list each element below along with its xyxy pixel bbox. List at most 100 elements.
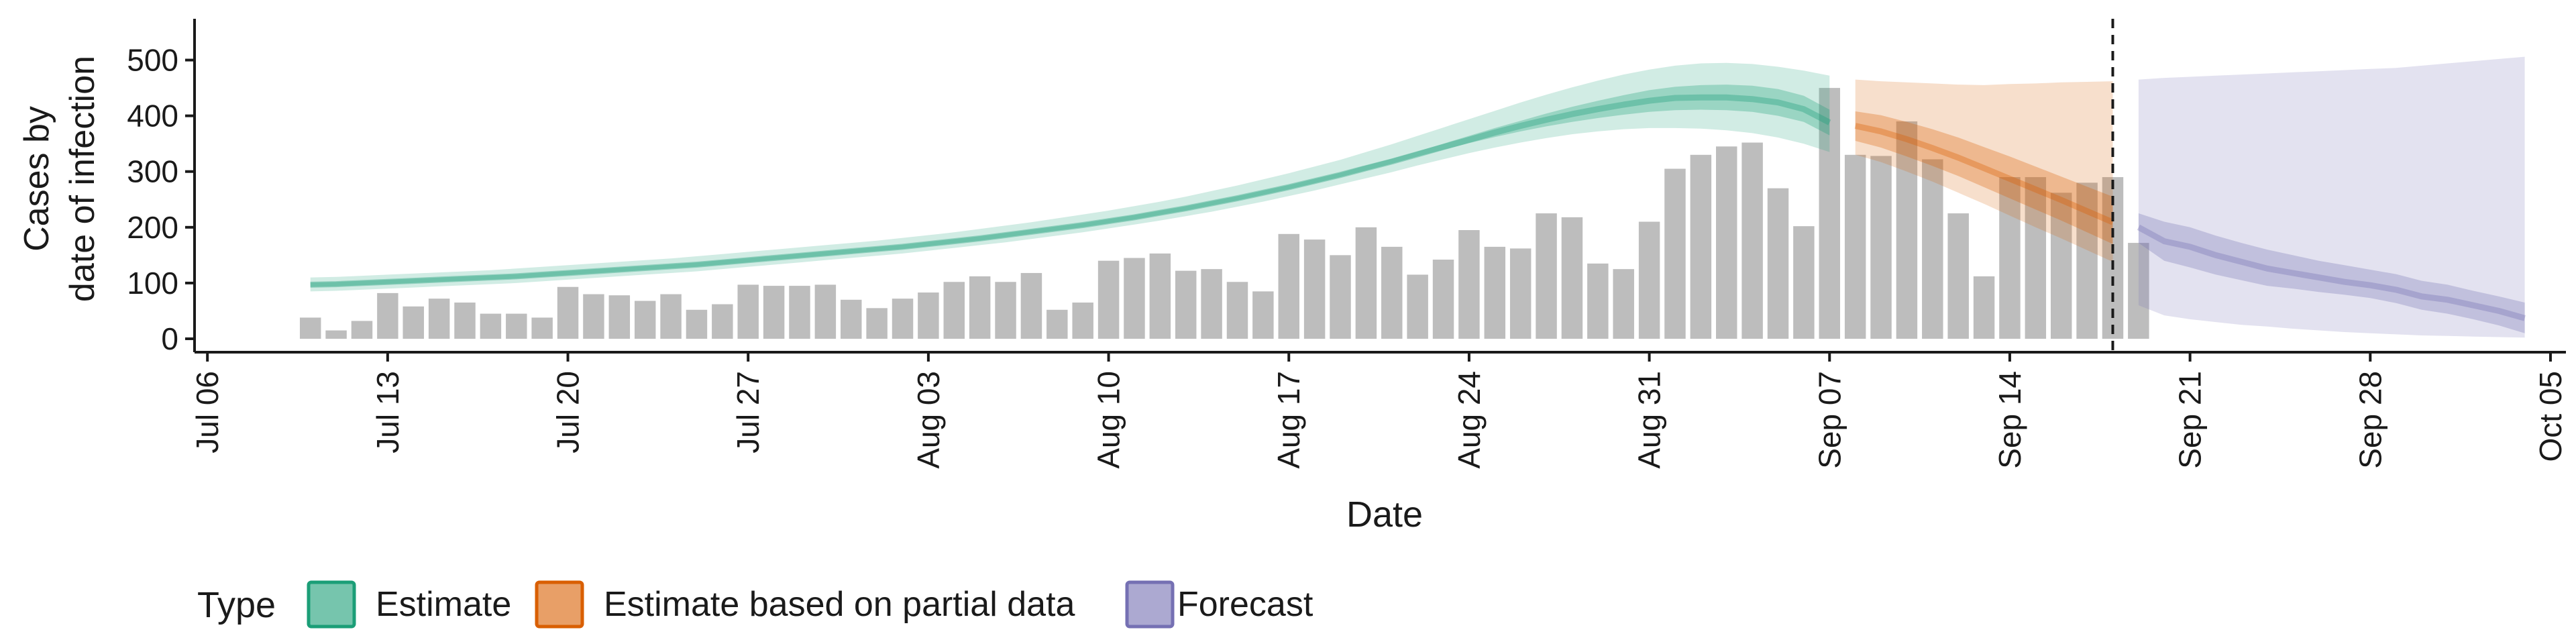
bar xyxy=(1175,270,1197,339)
x-tick-label: Aug 31 xyxy=(1632,371,1667,469)
bar xyxy=(2050,193,2072,339)
bar xyxy=(351,321,373,339)
bar xyxy=(1303,239,1326,339)
y-tick-label: 100 xyxy=(127,266,178,301)
estimate-based-on-partial-data-inner-band xyxy=(1855,111,2113,244)
forecast-outer-band xyxy=(2138,56,2525,338)
bar xyxy=(1613,269,1634,339)
bar xyxy=(1999,177,2021,339)
x-tick-label: Oct 05 xyxy=(2533,371,2568,462)
bar xyxy=(1870,156,1892,339)
forecast-median-line xyxy=(2137,224,2526,321)
y-tick-label: 0 xyxy=(161,321,178,356)
bar xyxy=(1638,221,1660,339)
bar xyxy=(1741,142,1763,339)
bar xyxy=(531,317,553,339)
bar xyxy=(892,299,914,339)
bar xyxy=(1278,233,1299,339)
legend-title: Type xyxy=(197,585,276,625)
bar xyxy=(454,302,476,339)
legend-label-estimate-based-on-partial-data: Estimate based on partial data xyxy=(604,585,1075,624)
bar xyxy=(1690,154,1712,339)
bar xyxy=(866,308,888,339)
bar xyxy=(1432,260,1454,339)
bar xyxy=(1922,159,1943,339)
bar xyxy=(763,286,785,339)
bar xyxy=(1844,154,1866,339)
bar xyxy=(789,286,810,339)
bar xyxy=(1020,272,1042,339)
x-tick-label: Sep 28 xyxy=(2353,371,2387,469)
estimate-based-on-partial-data-outer-band xyxy=(1855,79,2113,262)
x-tick-label: Aug 24 xyxy=(1452,371,1487,469)
lines-layer xyxy=(310,94,2526,321)
bar xyxy=(1330,255,1351,339)
bar xyxy=(608,295,631,339)
bar xyxy=(969,276,991,339)
x-tick-label: Sep 07 xyxy=(1812,371,1847,469)
estimate-median-line xyxy=(310,94,1831,288)
bar xyxy=(2076,182,2098,339)
x-tick-label: Jul 27 xyxy=(731,371,765,453)
bar xyxy=(660,294,682,339)
bar xyxy=(712,304,733,339)
bar xyxy=(506,313,527,339)
bar xyxy=(1509,248,1532,339)
y-tick-label: 500 xyxy=(127,43,178,78)
y-tick-label: 400 xyxy=(127,99,178,133)
bar xyxy=(1536,213,1557,339)
legend-label-forecast: Forecast xyxy=(1177,585,1313,624)
y-tick-label: 200 xyxy=(127,210,178,245)
y-axis: 0 100 200 300 400 500 xyxy=(127,19,196,356)
legend-swatch-estimate-based-on-partial-data xyxy=(535,580,584,629)
bar xyxy=(841,299,862,339)
y-tick-label: 300 xyxy=(127,154,178,189)
bar xyxy=(814,284,837,339)
bar xyxy=(995,282,1016,339)
x-tick-label: Sep 21 xyxy=(2173,371,2208,469)
estimate-based-on-partial-data-median-line xyxy=(1854,123,2114,225)
bar xyxy=(1226,282,1248,339)
bar xyxy=(1484,246,1506,339)
bar xyxy=(583,294,604,339)
bar xyxy=(1252,291,1274,339)
bar xyxy=(402,306,424,339)
bar xyxy=(428,299,450,339)
bar xyxy=(1947,213,1969,339)
bar xyxy=(1072,302,1093,339)
legend-swatch-forecast xyxy=(1125,580,1175,629)
estimate-inner-band xyxy=(310,85,1830,287)
x-tick-label: Sep 14 xyxy=(1992,371,2027,469)
bar xyxy=(634,301,656,339)
bar xyxy=(1458,229,1480,339)
bar xyxy=(1407,274,1428,339)
bar xyxy=(1355,227,1377,339)
forecast-inner-band xyxy=(2138,213,2525,333)
y-axis-label-line-1: Cases by xyxy=(17,106,56,252)
bars-layer xyxy=(299,88,2149,339)
bar xyxy=(1973,276,1995,339)
x-tick-label: Aug 17 xyxy=(1271,371,1306,469)
bar xyxy=(1046,309,1068,339)
bar xyxy=(918,292,939,339)
bar xyxy=(325,330,347,339)
bar xyxy=(377,292,398,339)
bar xyxy=(1793,226,1815,339)
bar xyxy=(1561,217,1583,339)
legend-swatch-estimate xyxy=(307,580,356,629)
bar xyxy=(1664,168,1686,339)
x-tick-label: Jul 13 xyxy=(370,371,405,453)
bar xyxy=(2025,177,2047,339)
bar xyxy=(1819,88,1841,339)
plot-area xyxy=(299,19,2526,352)
bar xyxy=(480,313,502,339)
x-axis-label: Date xyxy=(1346,494,1423,535)
bar xyxy=(2128,243,2149,339)
bar xyxy=(557,286,579,339)
x-tick-label: Aug 10 xyxy=(1091,371,1126,469)
legend-label-estimate: Estimate xyxy=(376,585,511,624)
bar xyxy=(1767,188,1789,339)
x-tick-label: Jul 06 xyxy=(190,371,225,453)
bar xyxy=(1587,263,1609,339)
